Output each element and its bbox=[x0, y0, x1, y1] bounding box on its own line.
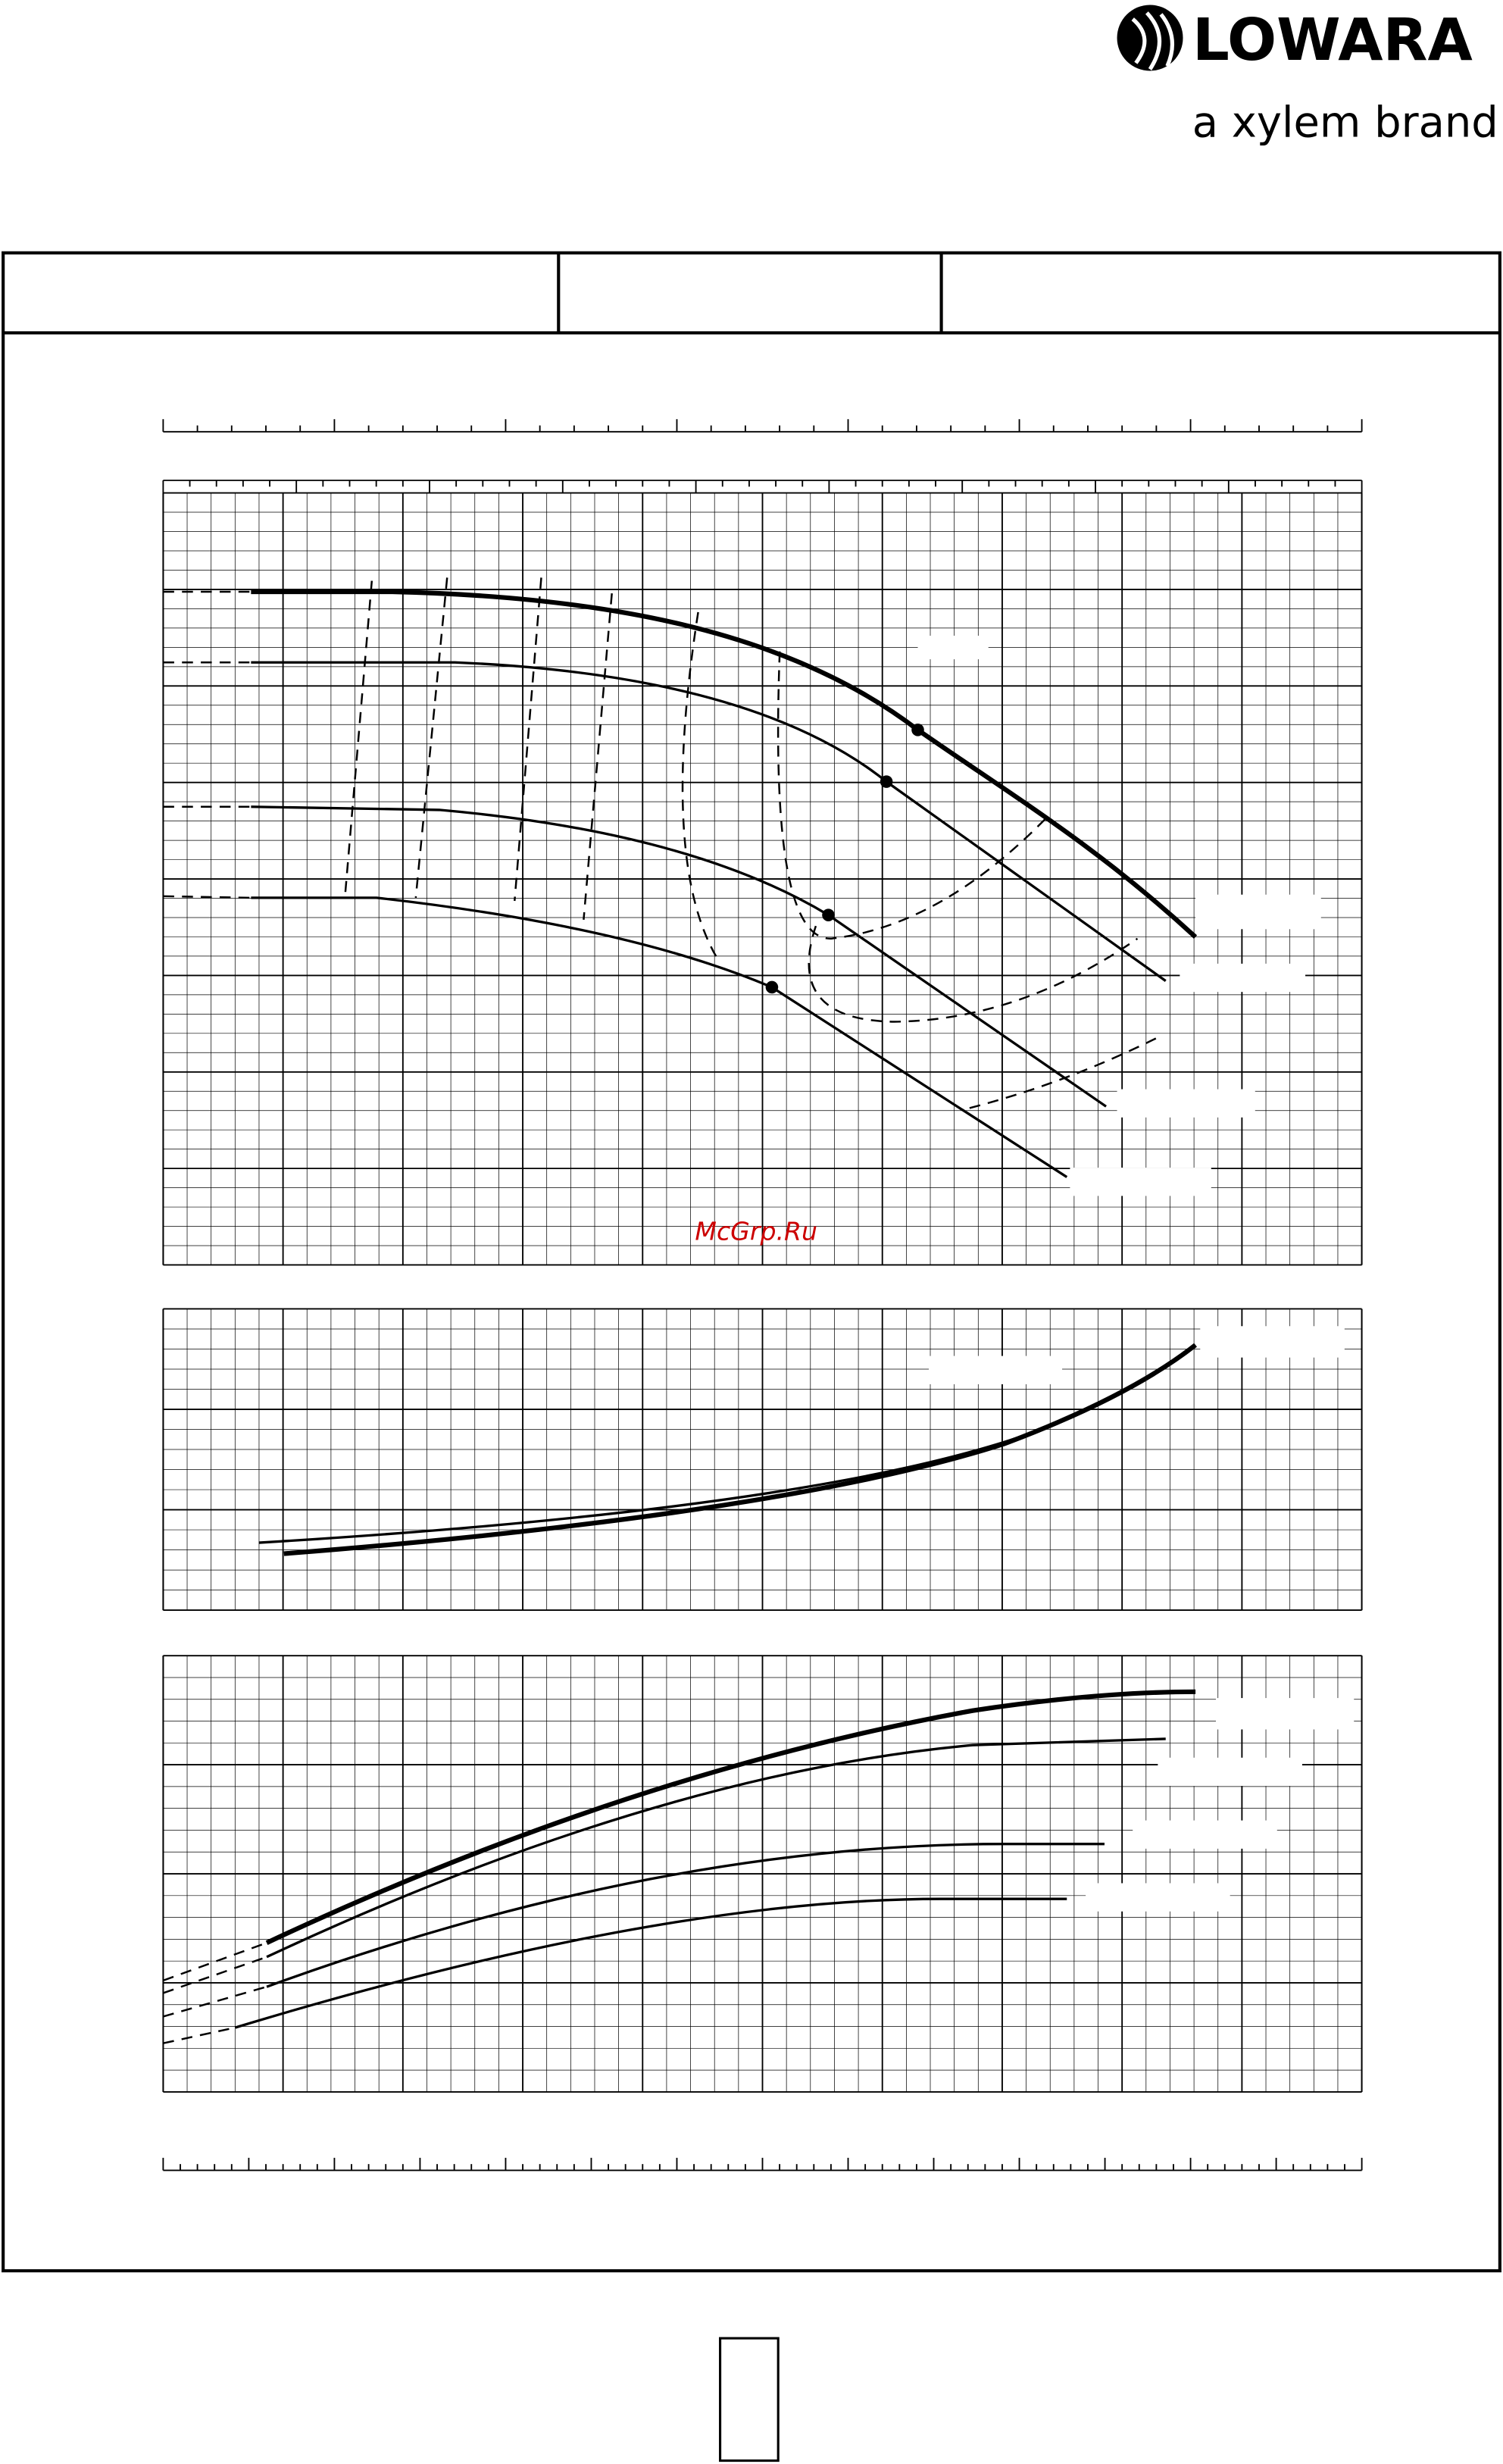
logo: LOWARA a xylem brand bbox=[1117, 5, 1498, 147]
frame bbox=[2, 251, 1501, 2273]
curves bbox=[162, 577, 1355, 2044]
tagline: a xylem brand bbox=[1192, 98, 1498, 147]
page-number-box bbox=[719, 2337, 780, 2462]
watermark: McGrp.Ru bbox=[695, 1216, 817, 1246]
logo-text: LOWARA bbox=[1192, 7, 1473, 74]
